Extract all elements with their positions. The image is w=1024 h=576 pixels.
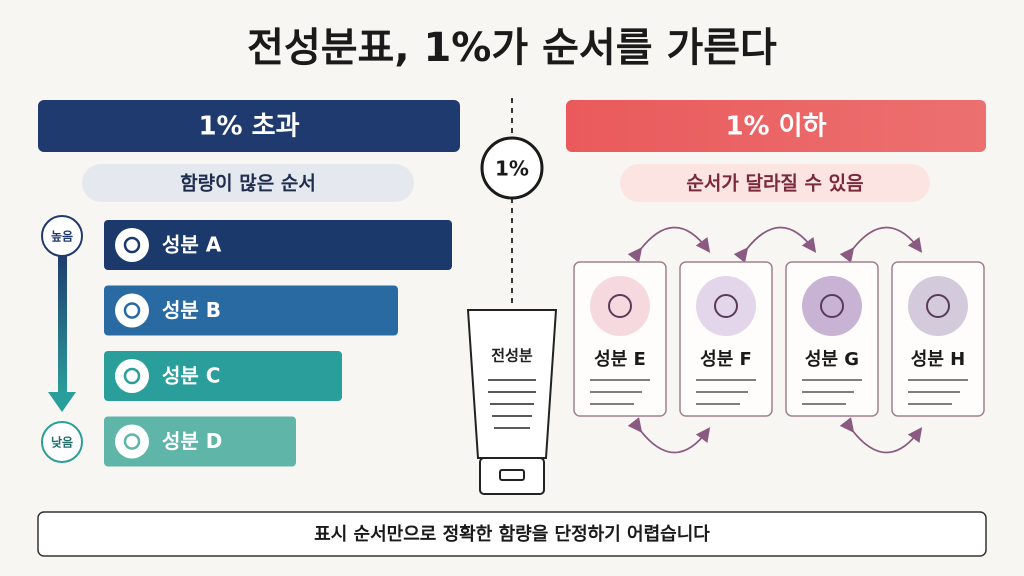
rank-arrow — [58, 252, 67, 394]
left-header-box — [38, 100, 460, 152]
ingredient-icon-mark — [123, 367, 141, 385]
ingredient-label: 성분 H — [911, 349, 965, 370]
ingredient-label: 성분 E — [594, 349, 646, 370]
tube-label: 전성분 — [491, 347, 533, 365]
right-subtitle-box — [620, 164, 930, 202]
footer: 표시 순서만으로 정확한 함량을 단정하기 어렵습니다 — [314, 523, 710, 545]
ingredient-icon — [908, 276, 968, 336]
ingredient-icon-mark — [714, 294, 738, 318]
center-label: 1% — [495, 157, 529, 181]
ingredient-label: 성분 G — [805, 349, 859, 370]
right-subtitle: 순서가 달라질 수 있음 — [686, 173, 863, 195]
swap-arrows — [627, 226, 923, 454]
ingredient-icon — [696, 276, 756, 336]
tube — [466, 309, 558, 495]
left-subtitle: 함량이 많은 순서 — [180, 173, 316, 195]
ingredient-bar — [104, 351, 342, 401]
ingredient-bar — [104, 220, 452, 270]
ingredient-icon-mark — [926, 294, 950, 318]
left-subtitle-box — [82, 164, 414, 202]
ingredient-icon — [590, 276, 650, 336]
ingredient-label: 성분 F — [700, 349, 752, 370]
left-header: 1% 초과 — [198, 112, 299, 142]
center-badge — [480, 136, 544, 200]
ingredient-icon — [802, 276, 862, 336]
ingredient-bar — [104, 416, 296, 467]
ingredient-icon — [115, 293, 149, 328]
footer-box — [37, 511, 987, 557]
title: 전성분표, 1%가 순서를 가른다 — [247, 25, 777, 71]
rank-arrow-head — [48, 392, 76, 412]
ingredient-label: 성분 B — [162, 298, 221, 322]
ingredient-icon-mark — [820, 294, 844, 318]
ingredient-label: 성분 D — [162, 429, 222, 453]
low-label: 낮음 — [51, 435, 73, 450]
ingredient-label: 성분 C — [162, 364, 220, 388]
right-header: 1% 이하 — [725, 112, 826, 142]
ingredient-bar — [104, 285, 398, 336]
high-label: 높음 — [51, 229, 73, 244]
ingredient-icon — [115, 228, 149, 262]
low-badge — [41, 421, 83, 463]
high-badge — [41, 215, 83, 257]
right-header-box — [566, 100, 986, 152]
ingredient-icon-mark — [123, 302, 141, 319]
ingredient-label: 성분 A — [162, 233, 222, 257]
ingredient-icon — [115, 424, 149, 459]
ingredient-icon-mark — [608, 294, 632, 318]
ingredient-icon — [115, 359, 149, 393]
ingredient-icon-mark — [123, 433, 141, 450]
ingredient-icon-mark — [123, 236, 141, 254]
